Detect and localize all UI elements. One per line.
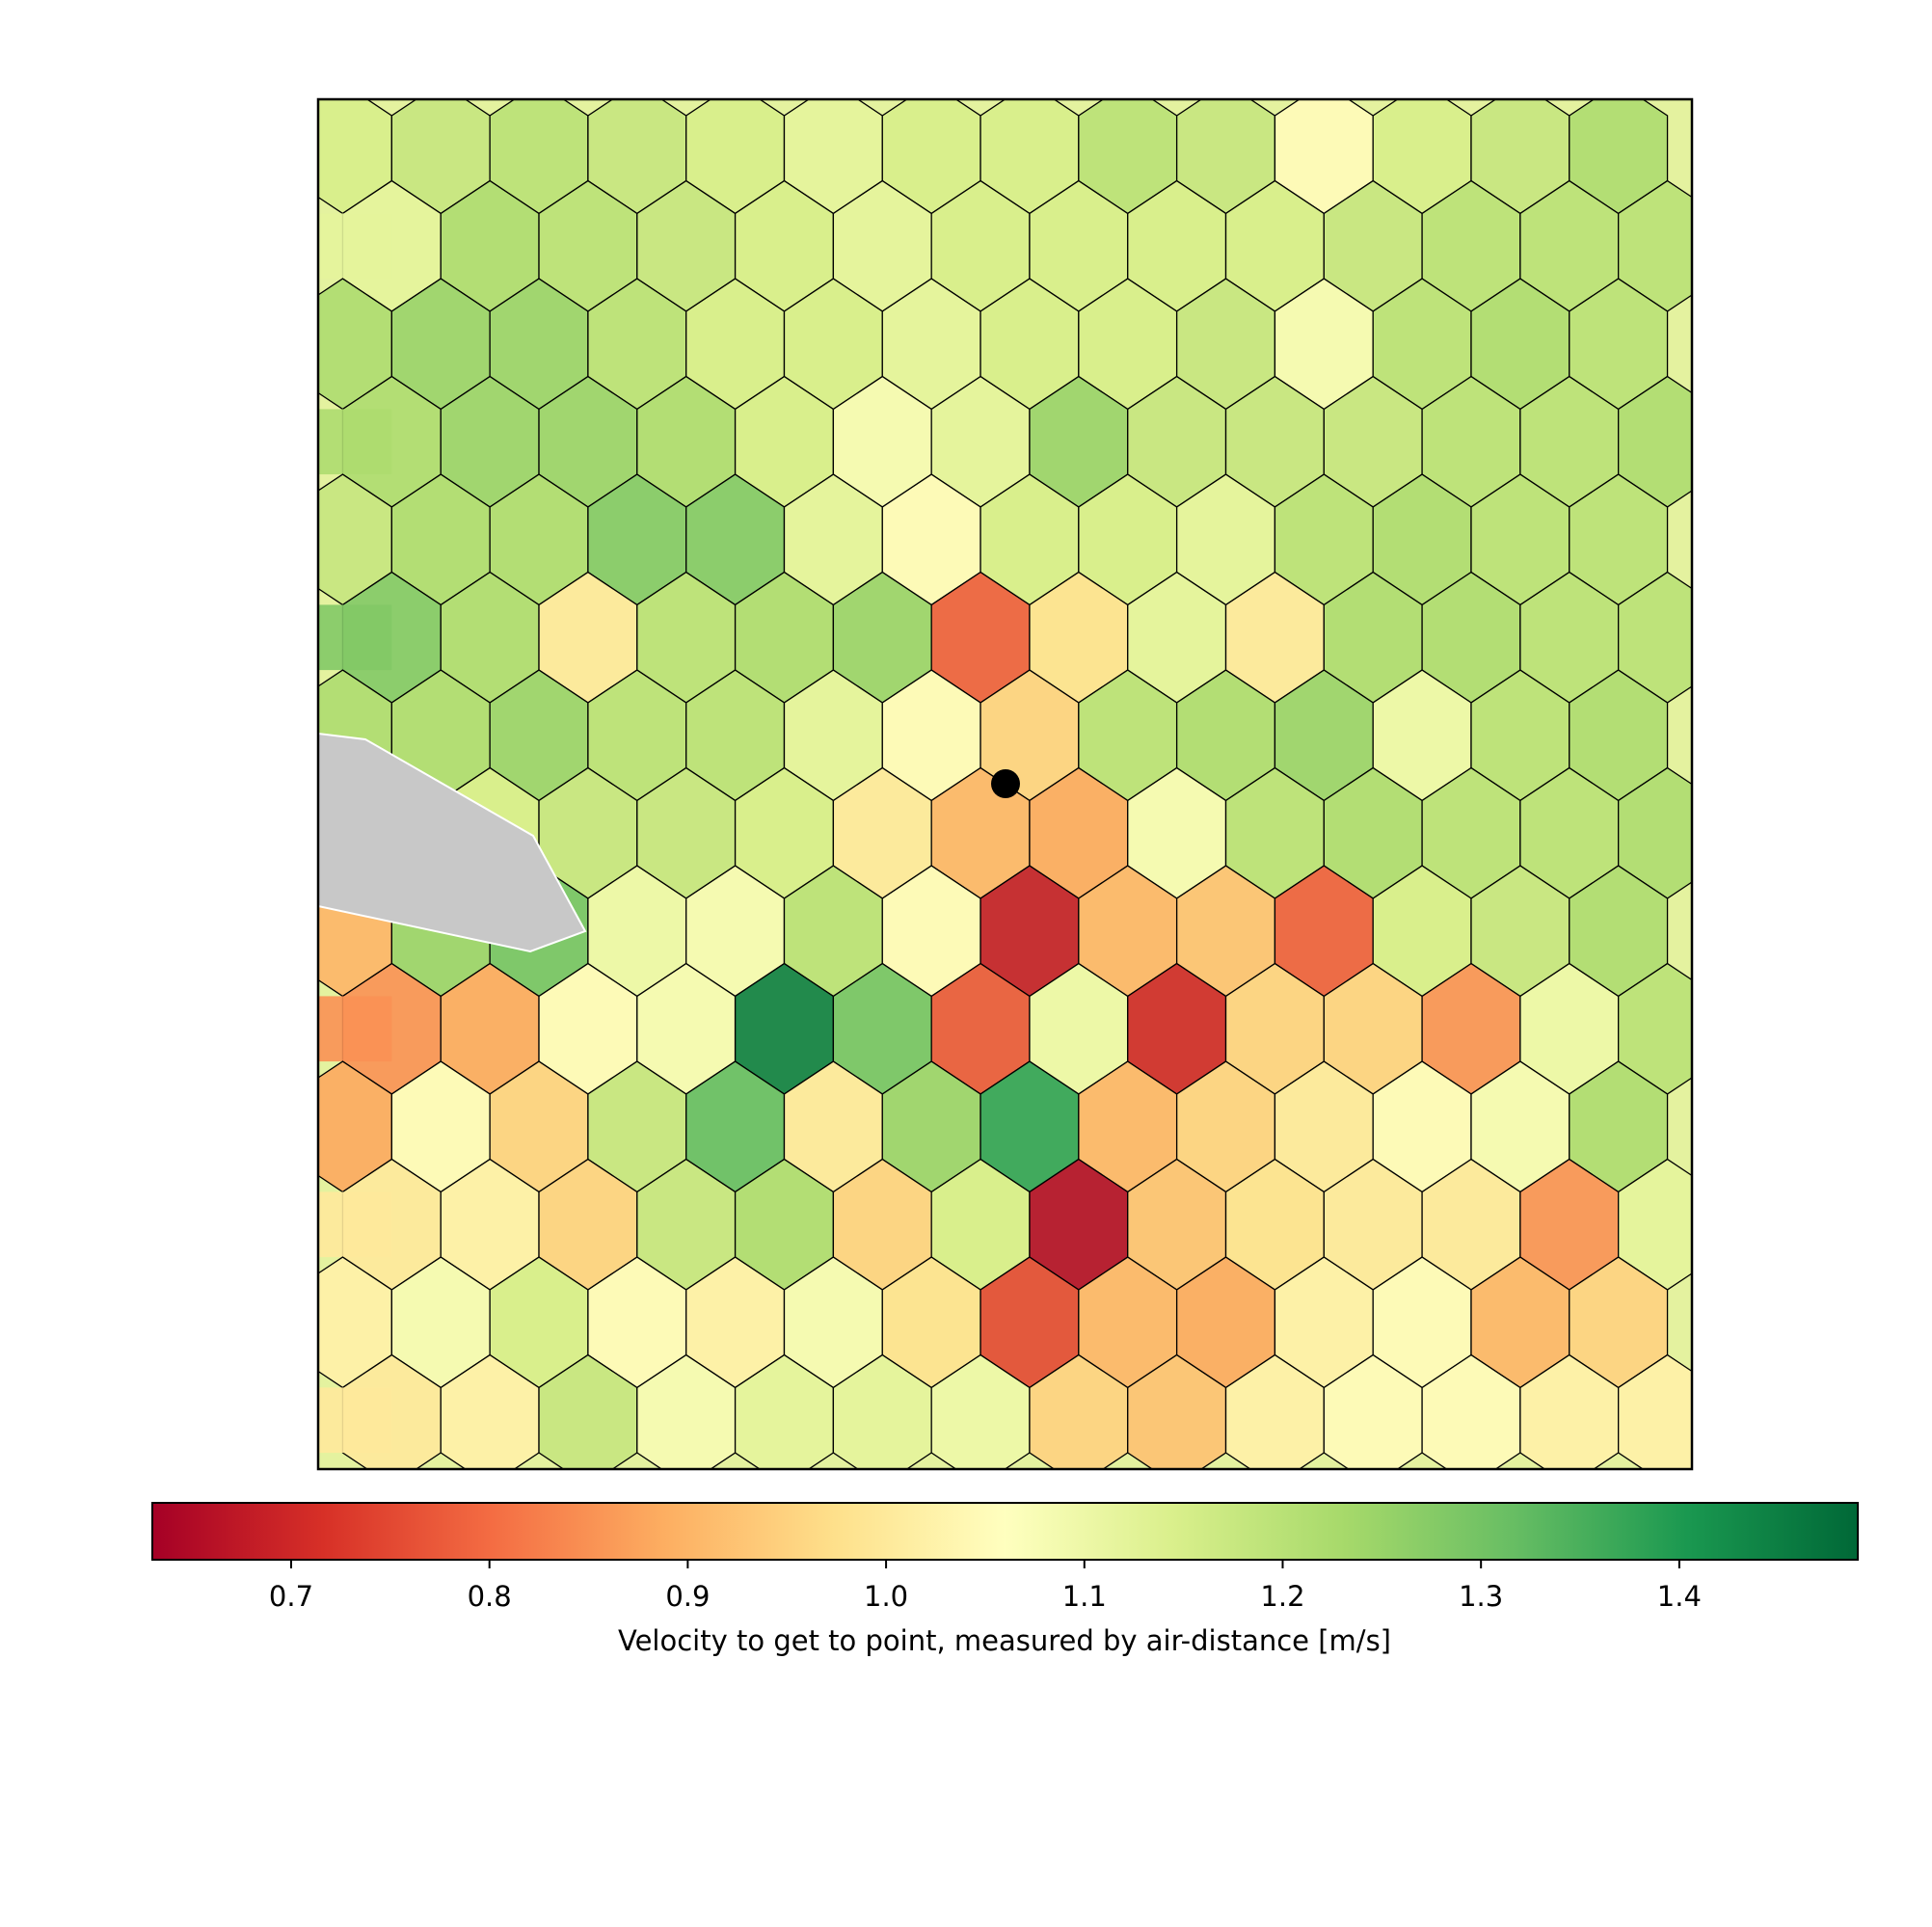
colorbar-tick-label: 0.7: [269, 1580, 313, 1613]
colorbar-tick-label: 1.1: [1062, 1580, 1107, 1613]
colorbar-tick-label: 1.0: [864, 1580, 908, 1613]
origin-point: [991, 769, 1020, 798]
colorbar-tick-label: 1.4: [1657, 1580, 1702, 1613]
colorbar-tick-label: 0.9: [665, 1580, 710, 1613]
colorbar-label: Velocity to get to point, measured by ai…: [618, 1624, 1391, 1657]
map-frame: [316, 97, 1694, 1471]
cell: [1618, 1353, 1692, 1469]
cell-edge: [318, 213, 392, 280]
cell-layer: [318, 99, 1692, 1469]
cell-edge: [318, 604, 392, 671]
colorbar: [151, 1502, 1859, 1561]
water-body: [318, 732, 587, 953]
cell-edge: [318, 1387, 392, 1454]
colorbar-tick-label: 1.3: [1459, 1580, 1503, 1613]
colorbar-tick-label: 1.2: [1260, 1580, 1304, 1613]
colorbar-tick-label: 0.8: [468, 1580, 512, 1613]
cell-edge: [318, 1191, 392, 1258]
cell-edge: [318, 996, 392, 1062]
cell-edge: [318, 409, 392, 475]
